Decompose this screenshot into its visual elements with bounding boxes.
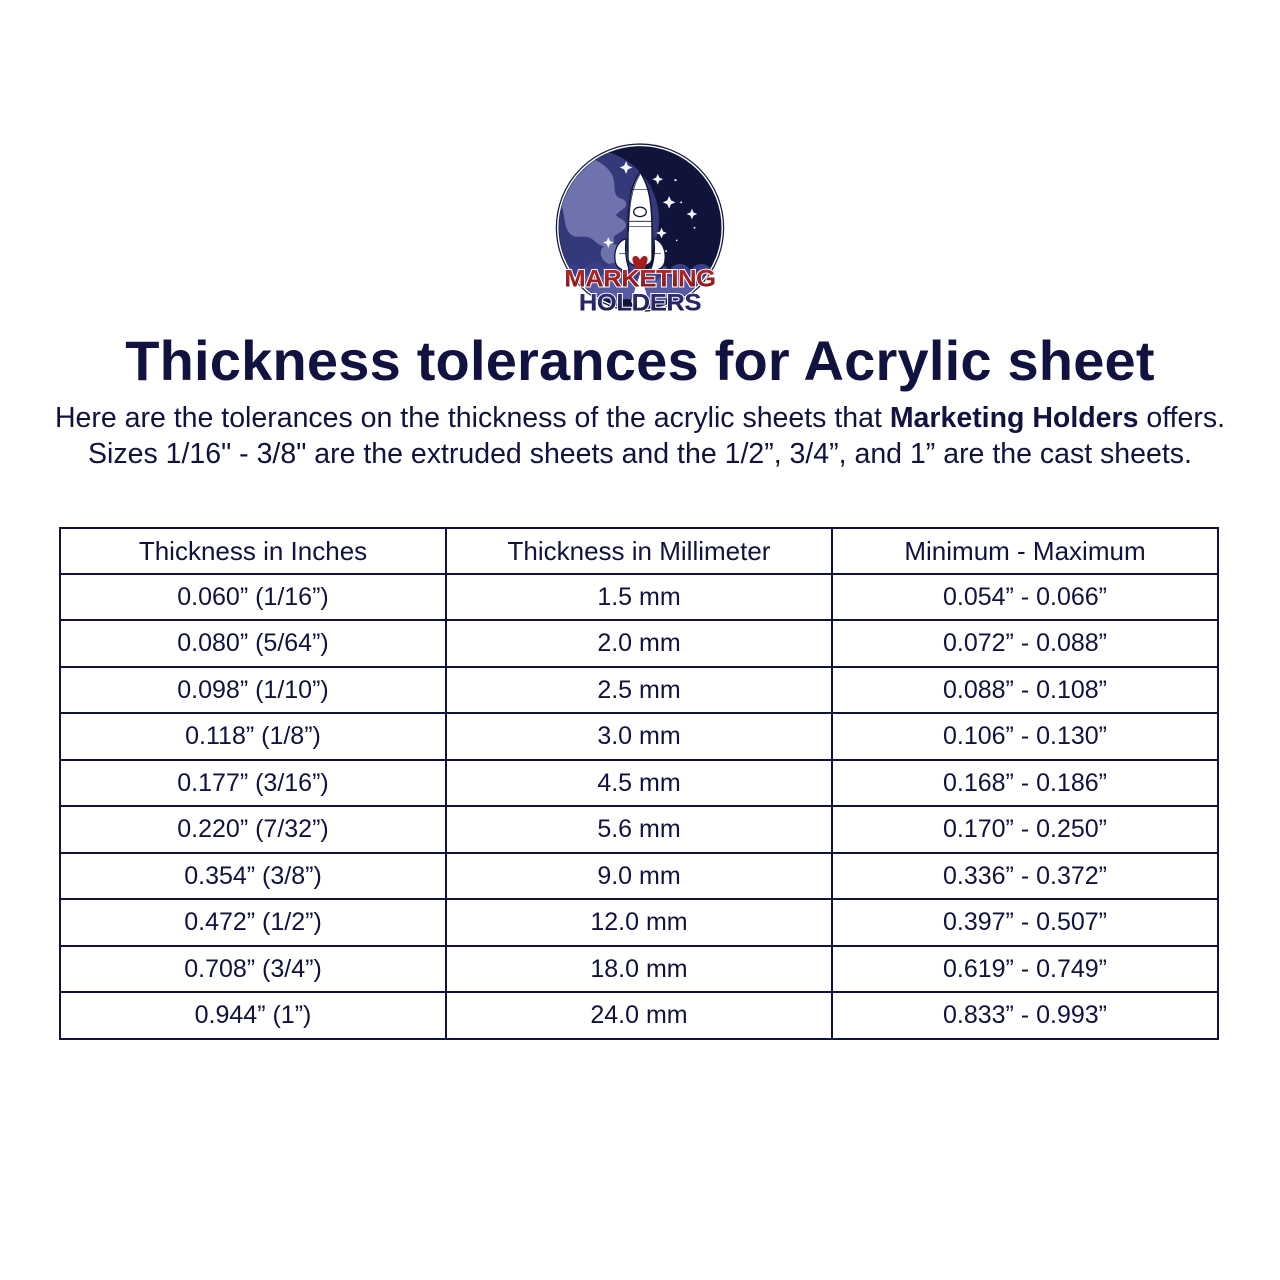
svg-text:HOLDERS: HOLDERS: [579, 290, 701, 316]
svg-text:MARKETING: MARKETING: [564, 266, 715, 292]
